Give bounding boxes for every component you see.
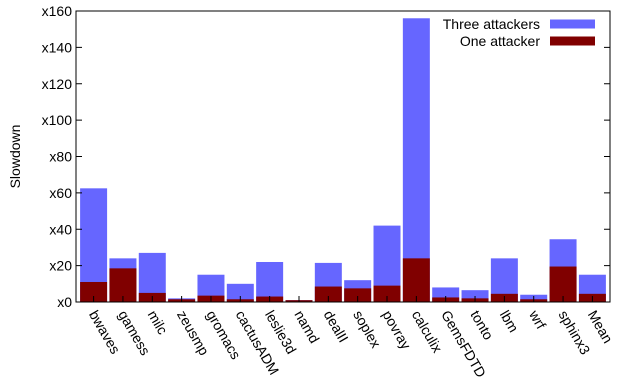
x-tick-label: povray bbox=[379, 308, 414, 352]
legend-swatch bbox=[550, 36, 595, 46]
bar-series-1-bwaves bbox=[80, 281, 108, 302]
x-tick-label: milc bbox=[145, 308, 171, 338]
x-tick-label: namd bbox=[291, 308, 322, 346]
y-tick-label: x140 bbox=[42, 39, 73, 55]
bar-series-1-calculix bbox=[402, 258, 430, 302]
y-tick-label: x0 bbox=[57, 294, 72, 310]
y-tick-label: x40 bbox=[49, 221, 72, 237]
legend-label: Three attackers bbox=[443, 16, 540, 32]
y-tick-label: x100 bbox=[42, 112, 73, 128]
bar-series-0-cactusADM bbox=[226, 283, 254, 302]
legend-swatch bbox=[550, 19, 595, 29]
legend-label: One attacker bbox=[460, 33, 540, 49]
bar-series-1-dealII bbox=[314, 286, 342, 302]
x-tick-label: soplex bbox=[350, 308, 384, 351]
x-tick-label: lbm bbox=[497, 308, 522, 336]
y-tick-label: x60 bbox=[49, 185, 72, 201]
y-axis: x0 x20 x40 x60 x80 x100 x120 x140 x160 bbox=[42, 3, 610, 310]
bars-group bbox=[80, 18, 606, 303]
y-axis-label: Slowdown bbox=[7, 125, 23, 189]
y-tick-label: x160 bbox=[42, 3, 73, 19]
x-tick-label: dealII bbox=[321, 308, 352, 346]
bar-series-0-calculix bbox=[402, 18, 430, 303]
bar-series-1-povray bbox=[373, 285, 401, 302]
y-tick-label: x80 bbox=[49, 149, 72, 165]
x-tick-label: Mean bbox=[585, 308, 616, 346]
y-tick-label: x20 bbox=[49, 258, 72, 274]
bar-series-0-leslie3d bbox=[256, 261, 284, 302]
x-tick-label: tonto bbox=[467, 308, 497, 343]
bar-series-1-soplex bbox=[344, 288, 372, 302]
y-tick-label: x120 bbox=[42, 76, 73, 92]
x-tick-label: wrf bbox=[526, 307, 550, 332]
